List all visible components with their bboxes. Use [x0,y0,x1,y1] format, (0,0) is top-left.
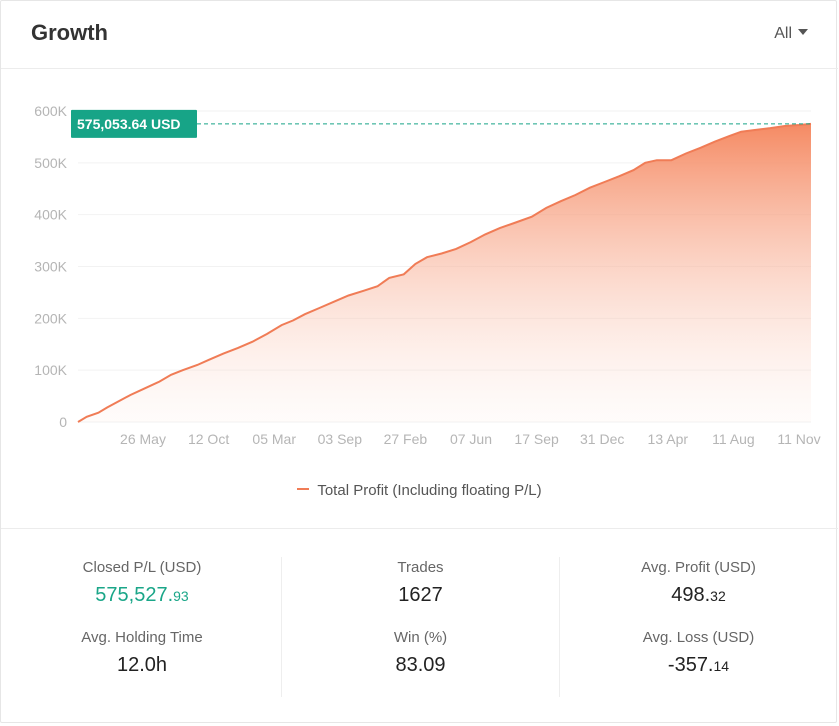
x-tick-label: 11 Aug [712,431,755,447]
growth-chart: 0 100K 200K 300K 400K 500K 600K 26 May 12 Oct 05… [34,103,821,447]
range-dropdown[interactable]: All [774,25,808,43]
caret-down-icon [798,28,808,35]
stats-panel: Closed P/L (USD) 575,527.93 Avg. Holding… [1,528,838,723]
stats-column-2: Trades 1627 Win (%) 83.09 [281,557,559,697]
x-tick-label: 07 Jun [450,431,492,447]
win-value: 83.09 [395,654,446,676]
y-tick-label: 200K [34,310,67,326]
x-tick-label: 05 Mar [252,431,296,447]
y-tick-label: 600K [34,103,67,119]
avg-profit-int: 498. [671,584,711,606]
x-tick-label: 26 May [120,431,166,447]
avg-profit-label: Avg. Profit (USD) [641,559,756,576]
x-tick-label: 03 Sep [318,431,363,447]
stats-column-1: Closed P/L (USD) 575,527.93 Avg. Holding… [3,557,281,697]
x-tick-label: 12 Oct [188,431,229,447]
x-tick-label: 27 Feb [384,431,428,447]
y-tick-label: 500K [34,155,67,171]
avg-holding-label: Avg. Holding Time [81,629,203,646]
avg-holding-value: 12.0h [116,654,168,676]
closed-pl-int: 575,527. [95,584,174,606]
profit-line [77,122,812,423]
closed-pl-dec: 93 [173,588,189,604]
y-axis: 0 100K 200K 300K 400K 500K 600K [34,103,67,430]
trades-label: Trades [397,559,444,576]
win-label: Win (%) [393,629,448,646]
y-tick-label: 300K [34,259,67,275]
range-dropdown-label: All [774,25,792,42]
card-header: Growth All [1,1,838,69]
y-tick-label: 100K [34,362,67,378]
avg-profit-value: 498.32 [560,584,837,607]
y-tick-label: 0 [59,414,67,430]
card-title: Growth [31,20,108,45]
chart-legend[interactable]: Total Profit (Including floating P/L) [1,482,838,499]
current-value-label: 575,053.64 USD [77,116,181,132]
x-axis: 26 May 12 Oct 05 Mar 03 Sep 27 Feb 07 Jun 17 S… [120,431,821,447]
legend-label: Total Profit (Including floating P/L) [317,482,542,499]
current-value-badge: 575,053.64 USD [71,109,197,138]
stats-column-3: Avg. Profit (USD) 498.32 Avg. Loss (USD)… [559,557,837,697]
avg-loss-value: -357.14 [560,654,837,677]
x-tick-label: 11 Nov [777,431,820,447]
closed-pl-value: 575,527.93 [3,584,281,607]
avg-profit-dec: 32 [710,588,726,604]
avg-loss-int: -357. [667,654,714,676]
legend-swatch [297,488,310,491]
trades-value: 1627 [398,584,443,606]
x-tick-label: 31 Dec [580,431,624,447]
avg-loss-label: Avg. Loss (USD) [642,629,755,646]
closed-pl-label: Closed P/L (USD) [82,559,202,576]
x-tick-label: 17 Sep [514,431,559,447]
profit-area [78,123,811,423]
y-tick-label: 400K [34,207,67,223]
avg-loss-dec: 14 [713,658,730,674]
x-tick-label: 13 Apr [648,431,689,447]
